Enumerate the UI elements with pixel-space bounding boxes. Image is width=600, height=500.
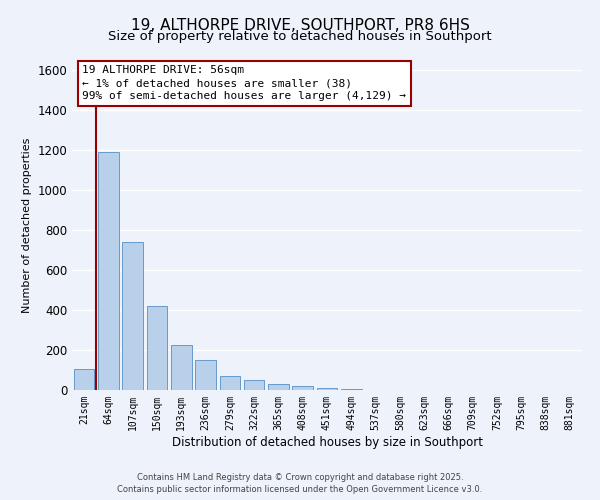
Bar [220,376,240,390]
X-axis label: Distribution of detached houses by size in Southport: Distribution of detached houses by size … [172,436,482,448]
Y-axis label: Number of detached properties: Number of detached properties [22,138,32,312]
Bar [317,388,337,390]
Text: Size of property relative to detached houses in Southport: Size of property relative to detached ho… [108,30,492,43]
Bar [122,242,143,390]
Text: 19 ALTHORPE DRIVE: 56sqm
← 1% of detached houses are smaller (38)
99% of semi-de: 19 ALTHORPE DRIVE: 56sqm ← 1% of detache… [82,65,406,102]
Bar [146,306,167,390]
Text: Contains HM Land Registry data © Crown copyright and database right 2025.
Contai: Contains HM Land Registry data © Crown c… [118,473,482,494]
Bar [244,380,265,390]
Bar [195,360,216,390]
Bar [292,386,313,390]
Text: 19, ALTHORPE DRIVE, SOUTHPORT, PR8 6HS: 19, ALTHORPE DRIVE, SOUTHPORT, PR8 6HS [131,18,469,32]
Bar [341,389,362,390]
Bar [171,345,191,390]
Bar [74,369,94,390]
Bar [98,152,119,390]
Bar [268,384,289,390]
